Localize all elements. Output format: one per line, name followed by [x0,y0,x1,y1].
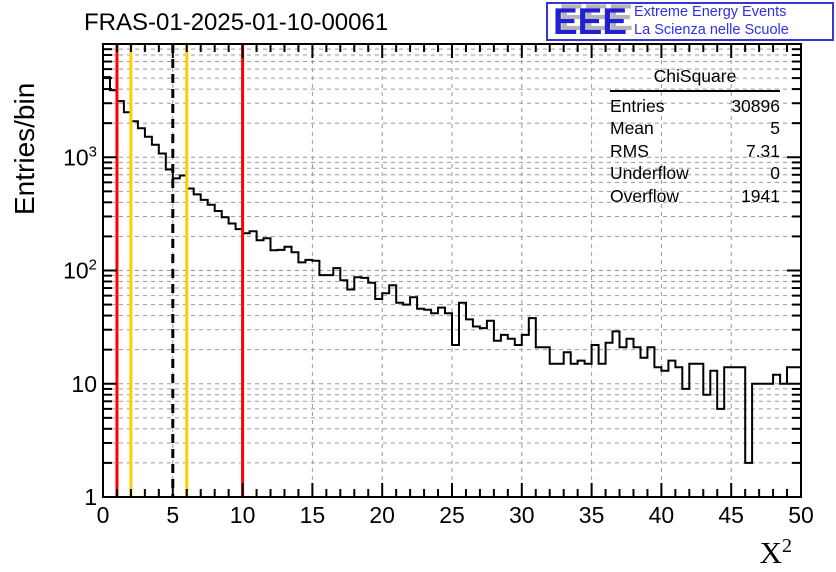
stats-row-underflow: Underflow 0 [610,162,780,184]
histogram-line [102,76,802,497]
x-tick-label: 0 [97,502,110,528]
stats-label: Entries [610,96,665,116]
y-tick-label: 103 [63,143,97,170]
x-axis-labels: 0 5 10 15 20 25 30 35 40 45 50 [97,502,814,528]
stats-label: RMS [610,140,649,161]
y-tick-label: 1 [84,484,97,510]
eee-logo-acronym: EEE [553,0,628,42]
stats-label: Underflow [610,163,689,184]
x-tick-label: 50 [788,502,814,528]
y-axis-title: Entries/bin [9,83,40,215]
stats-row-mean: Mean 5 [610,117,780,139]
y-tick-label: 102 [63,257,97,284]
x-axis-title: X2 [760,535,792,570]
stats-label: Overflow [610,185,680,206]
stats-title: ChiSquare [610,66,780,92]
x-tick-label: 15 [300,502,326,528]
axis-ticks [102,43,802,498]
eee-logo-line1: Extreme Energy Events [634,3,787,20]
eee-logo-text: Extreme Energy Events La Scienza nelle S… [634,4,789,39]
stats-value: 5 [770,118,780,139]
plot-title: FRAS-01-2025-01-10-00061 [84,9,389,36]
stats-box: ChiSquare Entries 30896 Mean 5 RMS 7.31 … [610,66,780,207]
eee-logo-line2: La Scienza nelle Scuole [634,21,789,38]
x-tick-label: 10 [230,502,256,528]
x-tick-label: 40 [649,502,675,528]
x-tick-label: 25 [439,502,465,528]
stats-label: Mean [610,118,654,139]
x-tick-label: 35 [579,502,605,528]
y-tick-label: 10 [71,371,97,397]
y-axis-labels: 1 10 102 103 [63,143,97,510]
x-tick-label: 30 [509,502,535,528]
stats-value: 30896 [731,96,780,116]
stats-value: 1941 [741,185,780,206]
eee-logo: EEE Extreme Energy Events La Scienza nel… [546,2,834,41]
stats-value: 7.31 [745,140,780,161]
x-tick-label: 5 [166,502,179,528]
stats-row-overflow: Overflow 1941 [610,185,780,207]
x-tick-label: 45 [718,502,744,528]
stats-value: 0 [770,163,780,184]
x-tick-label: 20 [369,502,395,528]
stats-row-rms: RMS 7.31 [610,140,780,162]
stats-row-entries: Entries 30896 [610,95,780,117]
